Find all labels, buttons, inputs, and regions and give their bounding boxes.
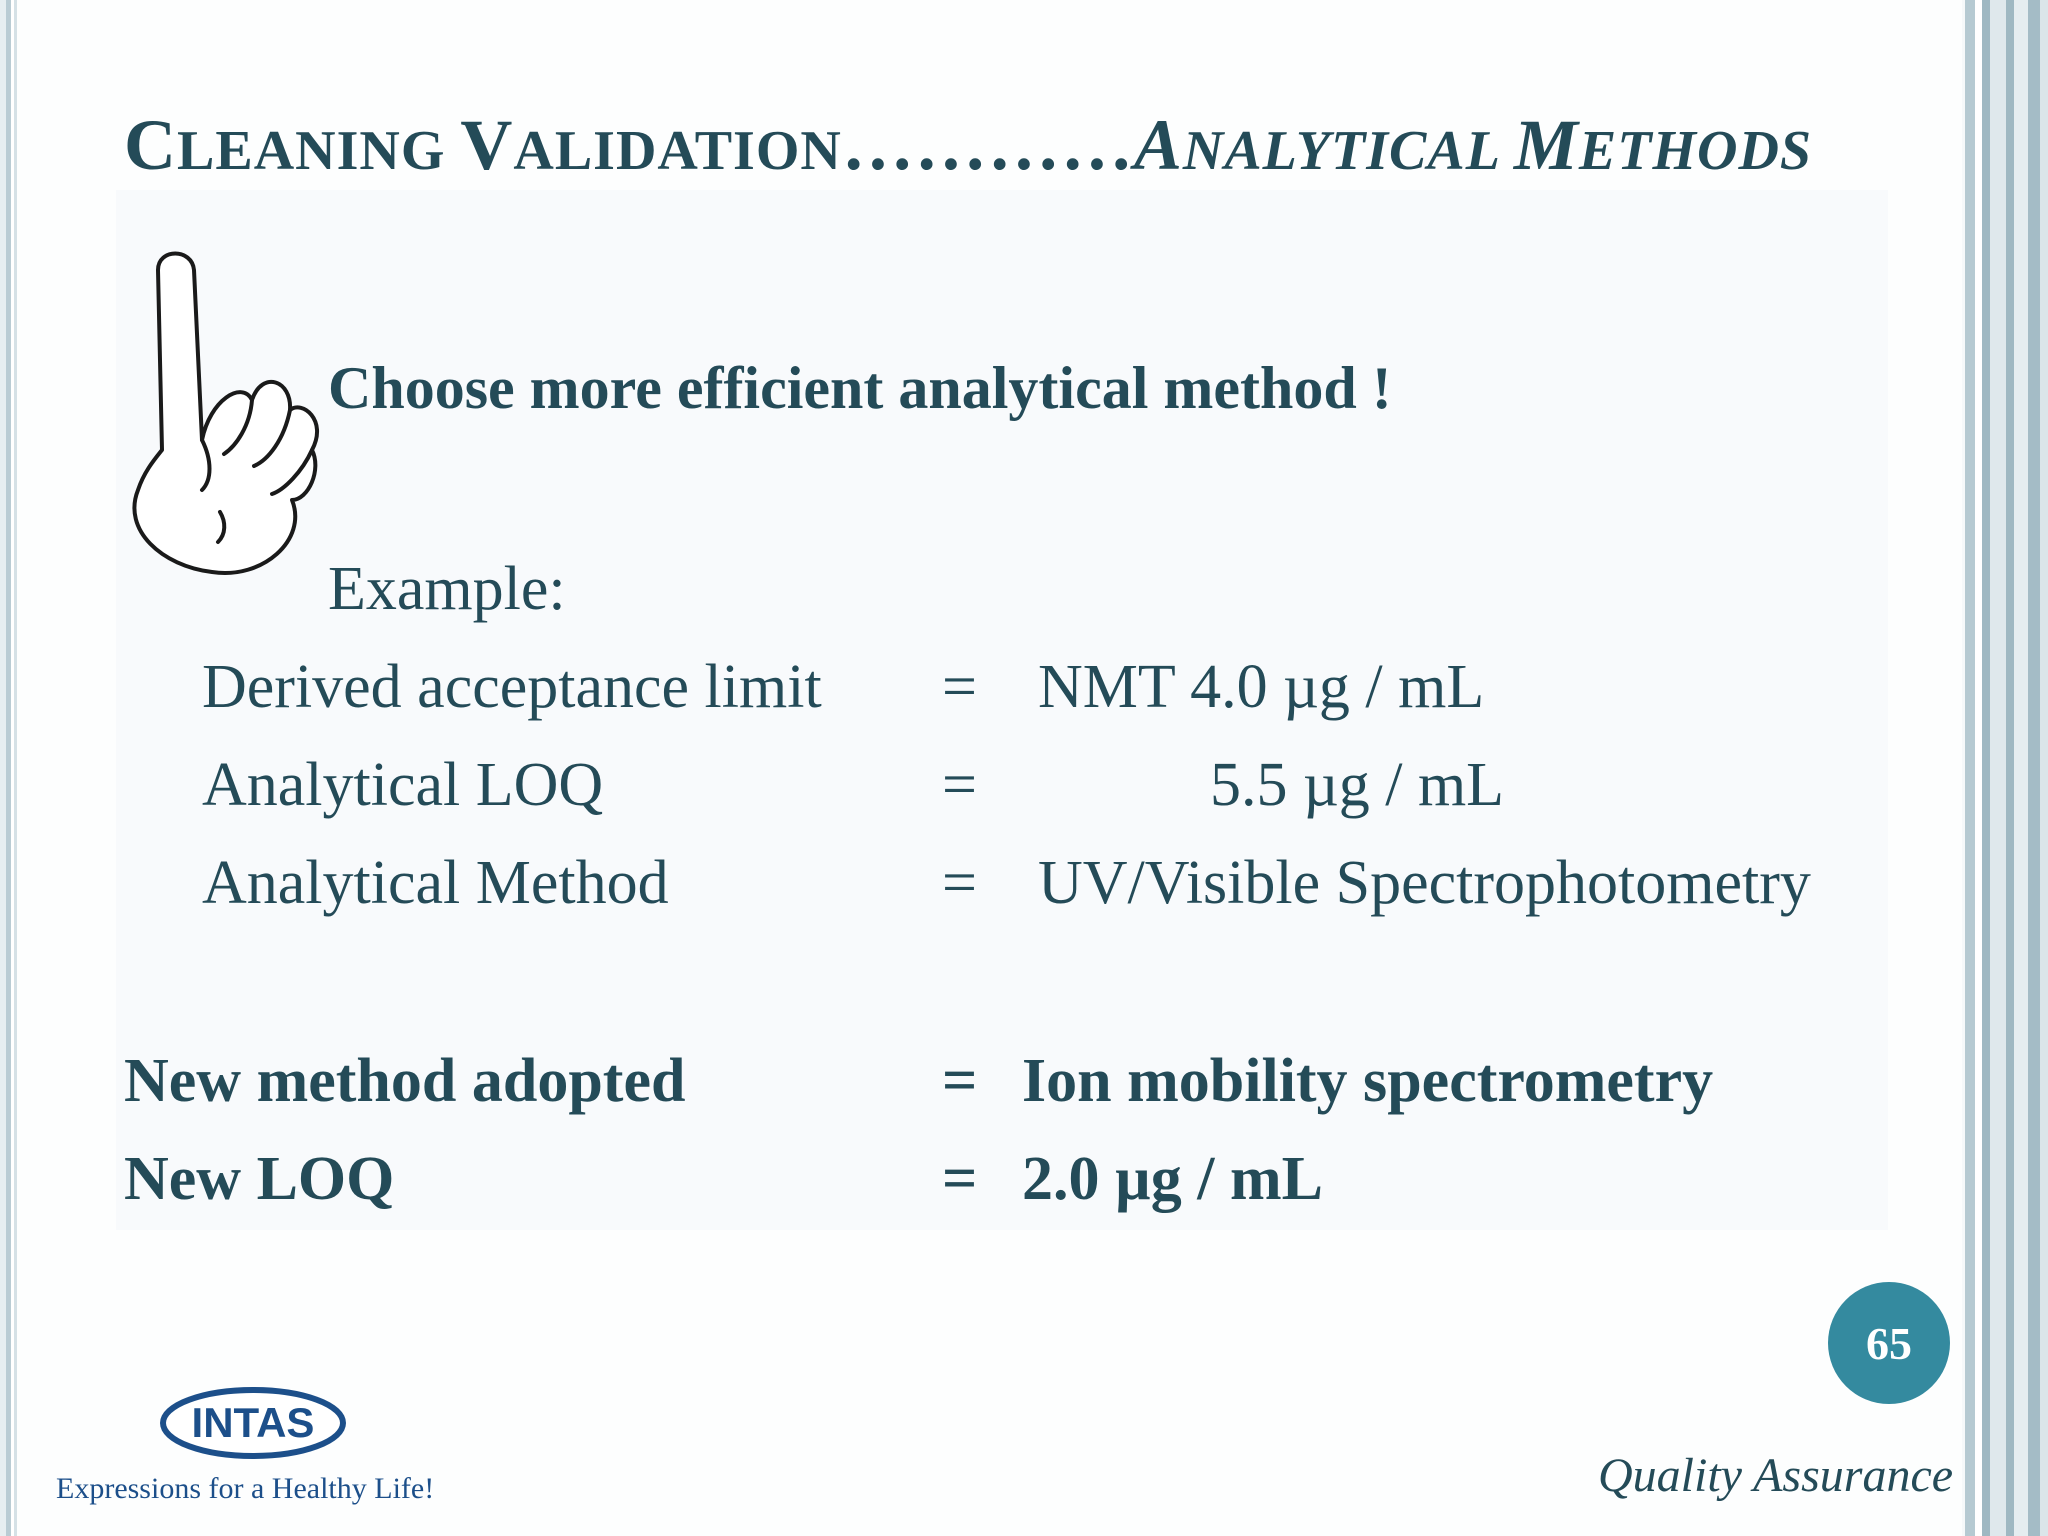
title-word: NALYTICAL bbox=[1182, 120, 1514, 182]
title-word: ETHODS bbox=[1578, 120, 1813, 182]
title-letter: M bbox=[1513, 105, 1579, 185]
right-border bbox=[1962, 0, 2048, 1536]
row-value: UV/Visible Spectrophotometry bbox=[1038, 849, 1811, 917]
new-loq-row: New LOQ = 2.0 µg / mL bbox=[0, 1144, 2048, 1224]
title-word: ALIDATION bbox=[513, 120, 842, 182]
example-row: Analytical Method = UV/Visible Spectroph… bbox=[0, 848, 2048, 928]
content-panel bbox=[116, 190, 1888, 1230]
footer-label: Quality Assurance bbox=[1598, 1449, 1954, 1502]
logo-tagline: Expressions for a Healthy Life! bbox=[56, 1472, 435, 1505]
row-label: Analytical Method bbox=[202, 849, 669, 917]
title-letter: C bbox=[124, 105, 177, 185]
slide-title: CLEANING VALIDATION…………ANALYTICAL METHOD… bbox=[124, 104, 1904, 187]
example-row: Analytical LOQ = 5.5 µg / mL bbox=[0, 750, 2048, 830]
equals-sign: = bbox=[942, 1145, 978, 1213]
intas-logo: INTAS bbox=[160, 1387, 346, 1459]
row-value: 5.5 µg / mL bbox=[1210, 751, 1505, 819]
title-word: LEANING bbox=[177, 120, 461, 182]
row-label: New LOQ bbox=[124, 1145, 395, 1213]
row-value: 2.0 µg / mL bbox=[1022, 1145, 1323, 1213]
row-value: NMT 4.0 µg / mL bbox=[1038, 653, 1485, 721]
page-number-badge: 65 bbox=[1828, 1282, 1950, 1404]
title-letter: V bbox=[460, 105, 514, 185]
new-method-row: New method adopted = Ion mobility spectr… bbox=[0, 1046, 2048, 1126]
pointing-finger-icon bbox=[132, 251, 320, 576]
equals-sign: = bbox=[942, 751, 977, 819]
row-value: Ion mobility spectrometry bbox=[1022, 1047, 1714, 1115]
title-dots: ………… bbox=[841, 105, 1134, 185]
logo-text: INTAS bbox=[192, 1399, 315, 1446]
title-letter: A bbox=[1133, 105, 1183, 185]
slide-heading: Choose more efficient analytical method … bbox=[328, 355, 1392, 421]
equals-sign: = bbox=[942, 849, 977, 917]
example-row: Derived acceptance limit = NMT 4.0 µg / … bbox=[0, 652, 2048, 732]
equals-sign: = bbox=[942, 1047, 978, 1115]
example-label: Example: bbox=[328, 555, 566, 623]
row-label: Analytical LOQ bbox=[202, 751, 604, 819]
equals-sign: = bbox=[942, 653, 977, 721]
row-label: Derived acceptance limit bbox=[202, 653, 822, 721]
row-label: New method adopted bbox=[124, 1047, 686, 1115]
left-border bbox=[0, 0, 22, 1536]
page-number: 65 bbox=[1866, 1317, 1912, 1369]
